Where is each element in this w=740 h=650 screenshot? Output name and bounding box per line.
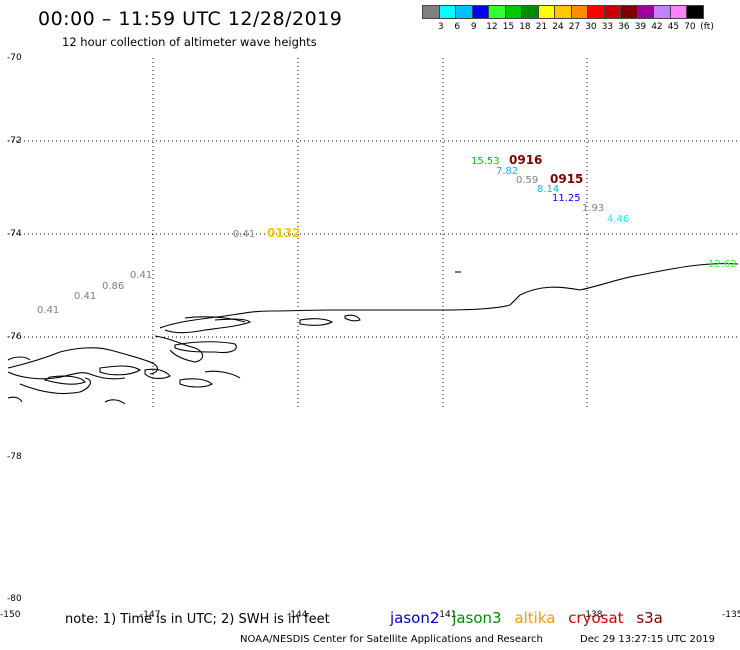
coast-segment [7, 356, 31, 361]
graticule [8, 58, 740, 408]
coast-segment [179, 378, 213, 388]
obs-label: 0.59 [516, 175, 538, 186]
coast-segment [184, 316, 246, 323]
obs-time-label: 0915 [550, 172, 583, 186]
observations: 15.53 0916 7.82 0.59 0915 8.14 11.25 1.9… [37, 153, 737, 316]
obs-label: 0.41 [37, 305, 59, 316]
color-scale-label: 15 [502, 22, 515, 32]
obs-label: 0.86 [102, 281, 124, 292]
satellite-legend: jason2 jason3 altika cryosat s3a [390, 609, 671, 627]
coast-segment [174, 341, 237, 354]
legend-s3a: s3a [636, 609, 663, 627]
obs-label: 4.46 [607, 214, 629, 225]
coast-segment [99, 365, 142, 376]
obs-label: 8.14 [537, 184, 559, 195]
obs-time-label: 0132 [267, 226, 300, 240]
lon-label: -141 [436, 610, 456, 620]
color-scale-label: 6 [454, 22, 461, 32]
coast-segment [204, 370, 241, 379]
lat-label: -74 [7, 229, 22, 239]
coast-segment [7, 347, 159, 375]
ice-shelf-front [159, 263, 739, 329]
map-subtitle: 12 hour collection of altimeter wave hei… [62, 35, 317, 49]
coast-segment [164, 318, 252, 334]
color-scale-label: 12 [486, 22, 498, 32]
obs-label: 15.53 [471, 156, 500, 167]
lon-label: -150 [0, 610, 21, 620]
lat-label: -70 [7, 53, 22, 63]
obs-label: 12.62 [708, 259, 737, 270]
latitude-labels: -70 -72 -74 -76 -78 -80 [7, 53, 22, 604]
coast-segment [154, 335, 204, 363]
legend-cryosat: cryosat [568, 609, 624, 627]
legend-altika: altika [514, 609, 556, 627]
obs-label: 0.41 [74, 291, 96, 302]
coast-segment [43, 375, 86, 385]
lat-label: -80 [7, 594, 22, 604]
lat-label: -76 [7, 332, 22, 342]
coast-segment [104, 399, 126, 405]
color-scale-label: 39 [634, 22, 647, 32]
footer-note: note: 1) Time is in UTC; 2) SWH is in fe… [65, 612, 330, 627]
coastline [7, 263, 739, 405]
lat-label: -78 [7, 452, 22, 462]
color-scale-label: 70 [684, 22, 696, 32]
longitude-labels: -150 -147 -144 -141 -138 -135 [0, 610, 740, 620]
color-scale-label: 27 [568, 22, 581, 32]
obs-label: 11.25 [552, 193, 581, 204]
map-title: 00:00 – 11:59 UTC 12/28/2019 [38, 8, 343, 30]
color-scale-label: 36 [618, 22, 630, 32]
obs-label: 0.41 [233, 229, 255, 240]
coast-segment [7, 396, 23, 403]
obs-label: 1.93 [582, 203, 604, 214]
lat-label: -72 [7, 136, 22, 146]
color-scale-label: 21 [535, 22, 548, 32]
color-scale-label: 42 [651, 22, 663, 32]
obs-label: 0.41 [130, 270, 152, 281]
coast-segment [299, 318, 334, 326]
color-scale-label: 45 [667, 22, 680, 32]
color-scale-unit: (ft) [700, 22, 714, 32]
color-scale-label: 9 [470, 22, 477, 32]
lon-label: -135 [722, 610, 740, 620]
lon-label: -147 [140, 610, 160, 620]
color-scale-label: 33 [601, 22, 614, 32]
obs-time-label: 0916 [509, 153, 542, 167]
color-scale-swatch [686, 5, 704, 19]
color-scale-label: 18 [519, 22, 531, 32]
coast-segment [7, 371, 126, 380]
color-scale-label: 3 [437, 22, 444, 32]
coast-segment [344, 314, 361, 322]
color-scale-labels: 3 6 9 12 15 18 21 24 27 30 33 36 39 42 45 70 (ft) [422, 22, 740, 34]
coast-segment [19, 377, 91, 395]
lon-label: -138 [582, 610, 603, 620]
coast-segment [144, 368, 171, 379]
credit-line: NOAA/NESDIS Center for Satellite Applica… [240, 634, 543, 645]
generated-timestamp: Dec 29 13:27:15 UTC 2019 [580, 634, 715, 645]
legend-jason2: jason2 [390, 609, 440, 627]
legend-jason3: jason3 [452, 609, 502, 627]
color-scale-label: 24 [552, 22, 564, 32]
lon-label: -144 [287, 610, 308, 620]
color-scale [422, 5, 704, 19]
obs-label: 7.82 [496, 166, 518, 177]
color-scale-label: 30 [585, 22, 597, 32]
